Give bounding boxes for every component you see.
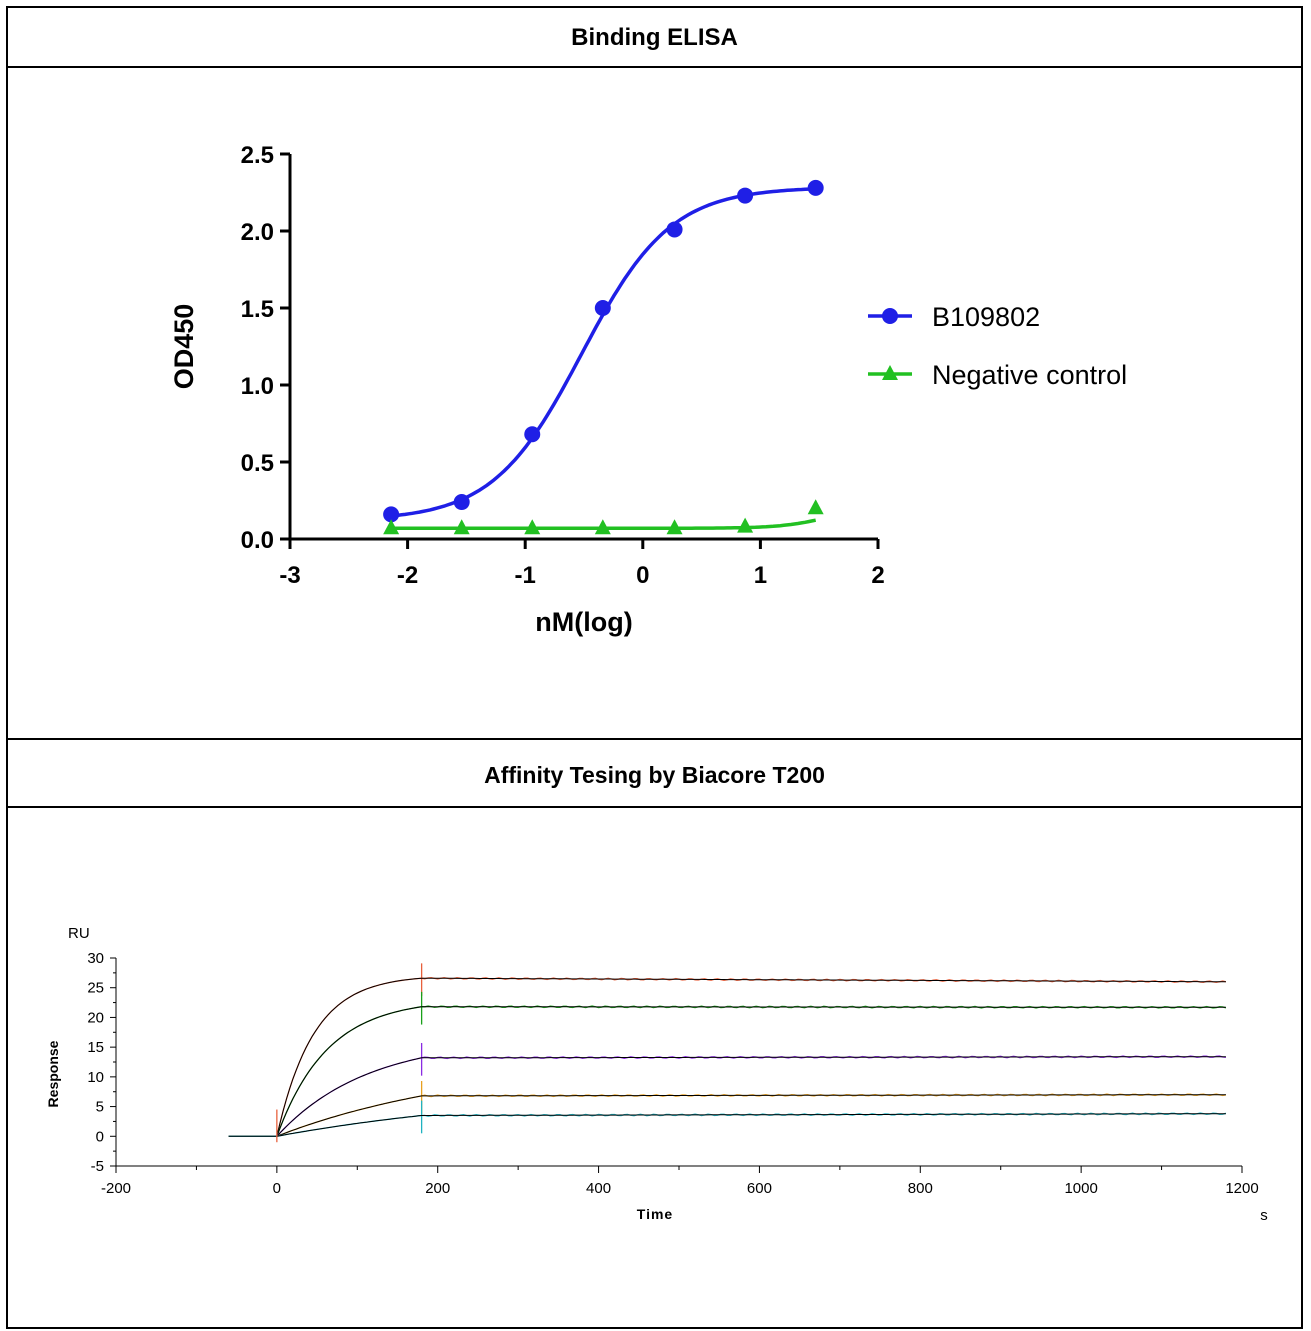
elisa-chart: 0.0 0.5 1.0 1.5 2.0 2.5 -3 -2 -1 0 1 2 nM(log) OD450 B… [169, 142, 1127, 637]
fit-trace-2 [228, 1056, 1226, 1137]
data-point-1 [594, 519, 611, 535]
divider [6, 66, 1303, 68]
data-point-1 [666, 519, 683, 535]
y-tick-label: 0 [96, 1128, 104, 1145]
y-unit-label: RU [68, 925, 90, 942]
divider [6, 738, 1303, 740]
data-point-0 [594, 300, 611, 316]
data-point-0 [453, 494, 470, 511]
x-tick-label: 0 [636, 562, 649, 589]
y-tick-label: 1.5 [241, 296, 274, 323]
sensorgram-trace-1 [228, 1005, 1227, 1137]
y-tick-label: 2.0 [241, 219, 274, 246]
data-point-1 [807, 499, 824, 515]
y-tick-label: 1.0 [241, 373, 274, 400]
x-tick-label: -3 [279, 562, 300, 589]
x-axis-label: Time [637, 1206, 673, 1222]
y-axis-label: OD450 [169, 304, 199, 390]
figure-frame [6, 6, 1303, 1329]
data-point-0 [524, 426, 541, 443]
y-tick-label: 15 [87, 1039, 104, 1056]
data-point-1 [524, 519, 541, 535]
y-tick-label: 10 [87, 1069, 104, 1086]
legend-marker [882, 308, 898, 324]
y-tick-label: 5 [96, 1099, 104, 1116]
x-tick-label: 200 [425, 1180, 450, 1197]
x-tick-label: 800 [908, 1180, 933, 1197]
x-tick-label: -200 [101, 1180, 131, 1197]
legend-label: Negative control [932, 360, 1127, 390]
panel-title-biacore: Affinity Tesing by Biacore T200 [484, 762, 825, 788]
fit-trace-3 [228, 1094, 1226, 1137]
x-tick-label: 1000 [1064, 1180, 1097, 1197]
x-tick-label: 600 [747, 1180, 772, 1197]
x-tick-label: 1200 [1225, 1180, 1258, 1197]
x-tick-label: -2 [397, 562, 418, 589]
divider [6, 806, 1303, 808]
panel-title-elisa: Binding ELISA [571, 24, 738, 51]
fit-trace-1 [228, 1006, 1226, 1137]
y-tick-label: -5 [91, 1158, 104, 1175]
data-point-0 [807, 179, 824, 196]
x-tick-label: 1 [754, 562, 767, 589]
legend-label: B109802 [932, 302, 1040, 332]
legend-marker [882, 365, 898, 380]
data-point-1 [737, 517, 754, 533]
data-point-0 [666, 221, 683, 238]
data-point-0 [737, 187, 754, 204]
sensorgram-trace-4 [228, 1112, 1227, 1137]
y-tick-label: 0.0 [241, 527, 274, 554]
x-unit-label: s [1260, 1207, 1268, 1224]
y-tick-label: 25 [87, 980, 104, 997]
data-point-1 [383, 519, 400, 535]
data-point-0 [383, 506, 400, 523]
x-tick-label: 2 [871, 562, 884, 589]
data-point-1 [453, 519, 470, 535]
fit-trace-4 [228, 1113, 1226, 1137]
sensorgram-trace-2 [228, 1055, 1226, 1137]
y-tick-label: 30 [87, 950, 104, 967]
x-tick-label: -1 [515, 562, 536, 589]
fit-trace-0 [228, 977, 1226, 1137]
y-tick-label: 0.5 [241, 450, 274, 477]
x-tick-label: 400 [586, 1180, 611, 1197]
x-axis-label: nM(log) [535, 607, 632, 637]
y-tick-label: 2.5 [241, 142, 274, 169]
y-tick-label: 20 [87, 1009, 104, 1026]
x-tick-label: 0 [273, 1180, 281, 1197]
y-axis-label: Response [45, 1040, 61, 1107]
